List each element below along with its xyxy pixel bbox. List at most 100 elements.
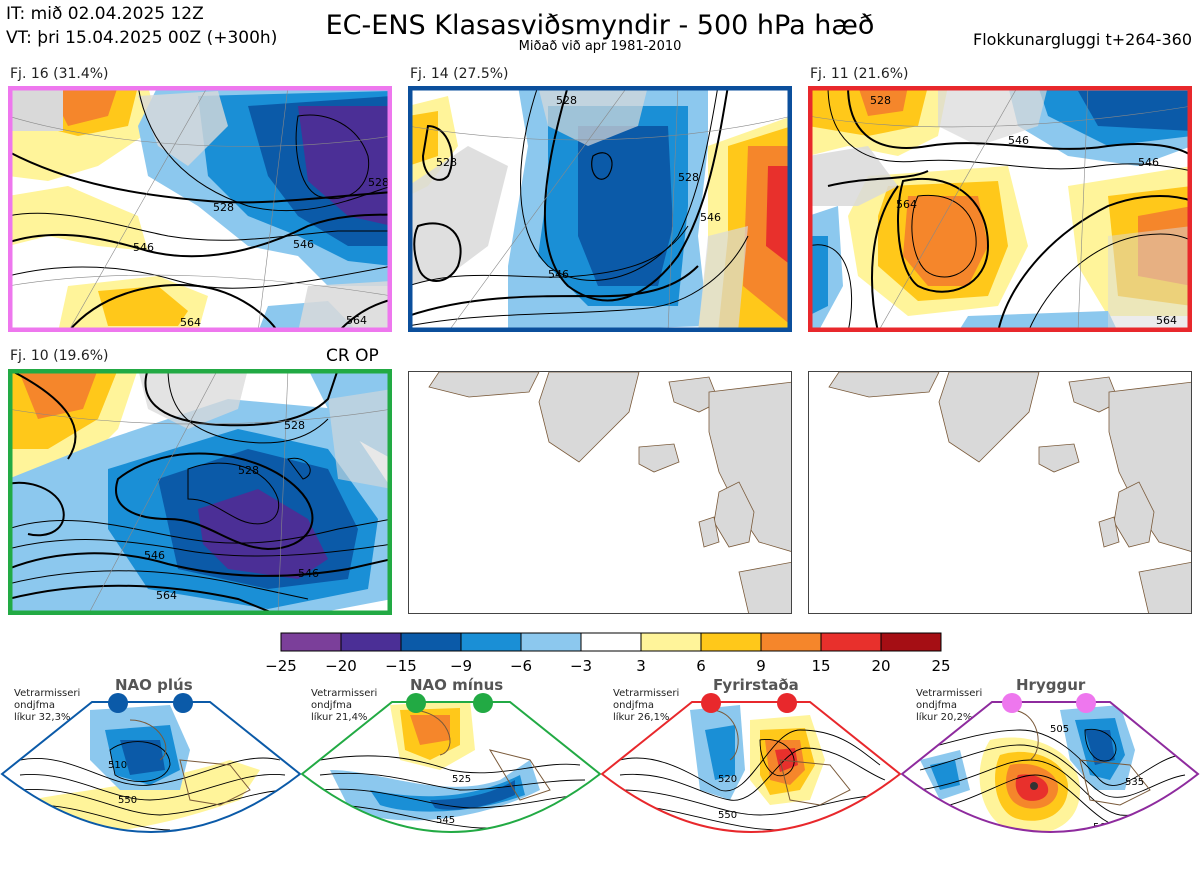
regime-probability: líkur 20,2%: [916, 712, 973, 723]
contour-label: 564: [346, 314, 367, 327]
contour-label: 546: [700, 211, 721, 224]
cluster-window: Flokkunargluggi t+264-360: [973, 30, 1192, 49]
regime-marker: [1002, 693, 1022, 713]
regime-season: Vetrarmisseri: [14, 688, 81, 699]
regime-map-nao-minus[interactable]: 525 545 565: [300, 690, 602, 871]
regime-season: Vetrarmisseri: [311, 688, 378, 699]
colorbar-tick-label: 9: [756, 657, 766, 675]
regime-title-blocking: Fyrirstaða: [713, 676, 799, 694]
colorbar-swatch: [280, 632, 342, 652]
regime-frame-blocking: [600, 701, 902, 833]
cluster-map-3[interactable]: 528 546 546 564 564: [808, 86, 1192, 332]
regime-marker: [473, 693, 493, 713]
regime-stats-nao-plus: Vetrarmisseri ondjfma líkur 32,3%: [14, 688, 80, 724]
contour-label: 545: [436, 815, 455, 826]
contour-label: 546: [293, 238, 314, 251]
contour-label: 546: [144, 549, 165, 562]
regime-marker: [701, 693, 721, 713]
cluster-map-2[interactable]: 528 528 528 546 546: [408, 86, 792, 332]
empty-map-5: [408, 371, 792, 614]
colorbar-tick-label: 20: [871, 657, 891, 675]
cluster-map-4[interactable]: 528 528 546 546 564: [8, 369, 392, 615]
regime-map-nao-plus[interactable]: 510 550: [0, 690, 302, 871]
colorbar-swatch: [880, 632, 942, 652]
contour-label: 535: [1125, 777, 1144, 788]
contour-label: 546: [548, 268, 569, 281]
regime-stats-ridge: Vetrarmisseri ondjfma líkur 20,2%: [916, 688, 982, 724]
regime-frame-ridge: [900, 701, 1200, 833]
contour-label: 550: [118, 795, 137, 806]
regime-marker: [1076, 693, 1096, 713]
cluster-frame-1: [8, 86, 392, 332]
colorbar-tick-label: −3: [569, 657, 593, 675]
control-run-label: CR OP: [326, 346, 379, 366]
colorbar-swatch: [580, 632, 642, 652]
regime-frame-nao-plus: [0, 701, 302, 833]
colorbar-swatch: [400, 632, 462, 652]
regime-title-nao-plus: NAO plús: [115, 676, 193, 694]
regime-marker: [173, 693, 193, 713]
contour-label: 528: [870, 94, 891, 107]
regime-map-ridge[interactable]: 505 535 560: [900, 690, 1200, 871]
contour-label: 565: [445, 850, 464, 861]
cluster-frame-2: [408, 86, 792, 332]
regime-frame-nao-minus: [300, 701, 602, 833]
contour-label: 510: [108, 760, 127, 771]
colorbar-swatch: [460, 632, 522, 652]
colorbar-swatch: [700, 632, 762, 652]
cluster-map-1[interactable]: 528 528 546 546 564 564: [8, 86, 392, 332]
regime-probability: líkur 32,3%: [14, 712, 71, 723]
contour-label: 525: [452, 774, 471, 785]
regime-season: Vetrarmisseri: [613, 688, 680, 699]
regime-months: ondjfma: [14, 700, 55, 711]
regime-months: ondjfma: [613, 700, 654, 711]
colorbar-tick-label: −25: [265, 657, 297, 675]
contour-label: 564: [156, 589, 177, 602]
regime-stats-nao-minus: Vetrarmisseri ondjfma líkur 21,4%: [311, 688, 377, 724]
regime-marker: [406, 693, 426, 713]
colorbar-swatch: [820, 632, 882, 652]
colorbar-swatch: [340, 632, 402, 652]
contour-label: 546: [1008, 134, 1029, 147]
valid-time: VT: þri 15.04.2025 00Z (+300h): [6, 28, 278, 48]
cluster-frame-3: [808, 86, 1192, 332]
colorbar-tick-label: −20: [325, 657, 357, 675]
cluster-frame-4: [8, 369, 392, 615]
cluster-map-4-svg: 528 528 546 546 564: [8, 369, 392, 615]
colorbar-swatch: [520, 632, 582, 652]
regime-season: Vetrarmisseri: [916, 688, 983, 699]
cluster-label-1: Fj. 16 (31.4%): [10, 66, 109, 82]
contour-label: 564: [180, 316, 201, 329]
regime-probability: líkur 26,1%: [613, 712, 670, 723]
cluster-map-1-svg: 528 528 546 546 564 564: [8, 86, 392, 332]
regime-months: ondjfma: [311, 700, 352, 711]
colorbar-tick-label: −6: [509, 657, 533, 675]
page-title: EC-ENS Klasasviðsmyndir - 500 hPa hæð: [325, 10, 875, 41]
colorbar-tick-label: 6: [696, 657, 706, 675]
contour-label: 564: [896, 198, 917, 211]
cluster-label-3: Fj. 11 (21.6%): [810, 66, 909, 82]
regime-months: ondjfma: [916, 700, 957, 711]
cluster-map-2-svg: 528 528 528 546 546: [408, 86, 792, 332]
contour-label: 505: [1050, 724, 1069, 735]
colorbar-tick-label: −9: [449, 657, 473, 675]
init-time: IT: mið 02.04.2025 12Z: [6, 4, 204, 24]
colorbar-swatch: [760, 632, 822, 652]
contour-label: 528: [368, 176, 389, 189]
contour-label: 520: [718, 774, 737, 785]
regime-title-nao-minus: NAO mínus: [410, 676, 504, 694]
regime-map-blocking[interactable]: 520 550 560: [600, 690, 902, 871]
cluster-label-2: Fj. 14 (27.5%): [410, 66, 509, 82]
colorbar-tick-label: 25: [931, 657, 951, 675]
contour-label: 546: [298, 567, 319, 580]
regime-marker: [777, 693, 797, 713]
colorbar-tick-label: −15: [385, 657, 417, 675]
colorbar: [280, 632, 942, 652]
colorbar-tick-label: 15: [811, 657, 831, 675]
contour-label: 560: [738, 834, 757, 845]
regime-marker: [108, 693, 128, 713]
contour-label: 528: [678, 171, 699, 184]
regime-probability: líkur 21,4%: [311, 712, 368, 723]
regime-stats-blocking: Vetrarmisseri ondjfma líkur 26,1%: [613, 688, 679, 724]
colorbar-swatch: [640, 632, 702, 652]
